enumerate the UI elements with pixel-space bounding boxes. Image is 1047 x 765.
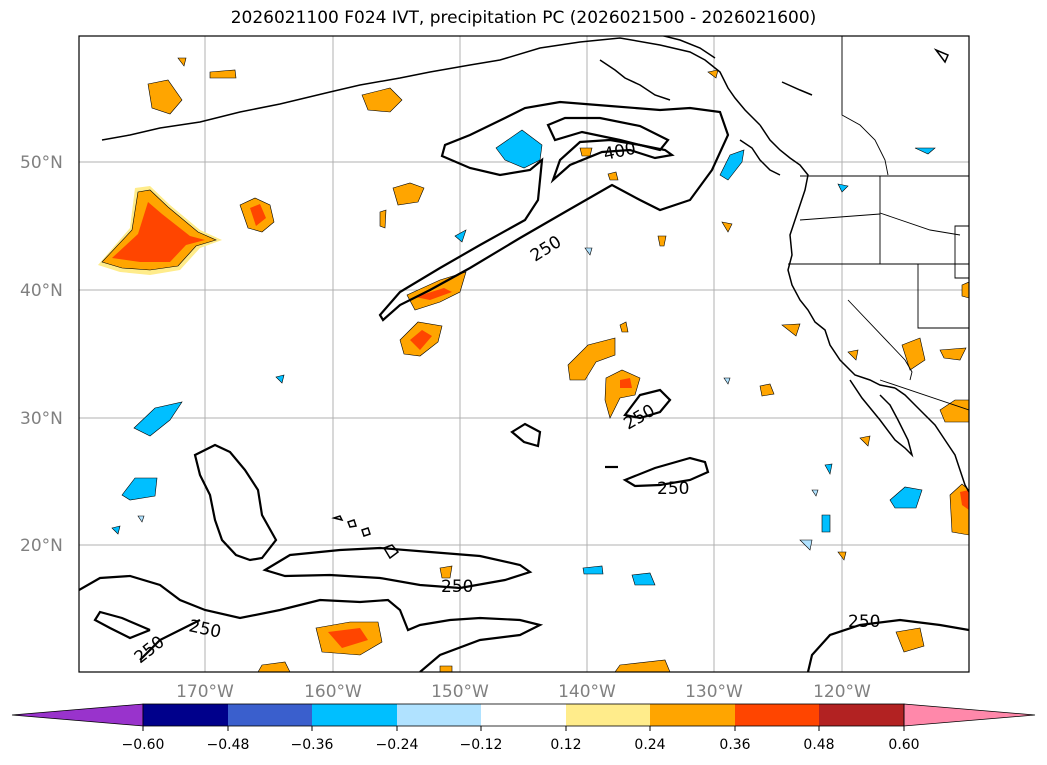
- coastlines: [101, 36, 969, 560]
- colorbar-segment: [397, 704, 481, 726]
- map-frame: [78, 35, 970, 673]
- lon-label-160w: 160°W: [304, 682, 362, 702]
- ivt-contours: [79, 100, 969, 672]
- colorbar-segment: [650, 704, 735, 726]
- lat-label-40n: 40°N: [20, 281, 63, 301]
- colorbar-tick-label: 0.36: [719, 737, 750, 753]
- longitude-labels: 170°W 160°W 150°W 140°W 130°W 120°W: [176, 682, 871, 702]
- borders: [788, 36, 969, 411]
- colorbar-segment: [819, 704, 904, 726]
- lon-label-150w: 150°W: [431, 682, 489, 702]
- lat-label-50n: 50°N: [20, 153, 63, 173]
- lon-label-120w: 120°W: [813, 682, 871, 702]
- colorbar-segment: [481, 704, 566, 726]
- colorbar-tick-label: 0.48: [803, 737, 834, 753]
- colorbar-segment: [566, 704, 650, 726]
- lon-label-140w: 140°W: [558, 682, 616, 702]
- contour-label-250: 250: [657, 479, 689, 499]
- colorbar-tick-label: 0.12: [550, 737, 581, 753]
- colorbar-segment: [735, 704, 819, 726]
- precip-negative-patches: [111, 129, 936, 586]
- contour-label-250: 250: [441, 577, 473, 597]
- lon-label-130w: 130°W: [685, 682, 743, 702]
- contour-label-250: 250: [848, 612, 880, 632]
- colorbar-tick-label: −0.36: [291, 737, 334, 753]
- map-title: 2026021100 F024 IVT, precipitation PC (2…: [230, 8, 817, 28]
- colorbar-tick-label: −0.48: [207, 737, 250, 753]
- colorbar-tick-label: −0.24: [376, 737, 419, 753]
- lat-label-20n: 20°N: [20, 536, 63, 556]
- colorbar-segment: [143, 704, 228, 726]
- colorbar-extend-high: [903, 703, 1036, 727]
- latitude-labels: 50°N 40°N 30°N 20°N: [20, 153, 63, 556]
- colorbar-tick-label: −0.60: [122, 737, 165, 753]
- colorbar-segment: [228, 704, 312, 726]
- colorbar-segment: [312, 704, 397, 726]
- colorbar-tick-label: 0.24: [634, 737, 665, 753]
- lon-label-170w: 170°W: [176, 682, 234, 702]
- lat-label-30n: 30°N: [20, 409, 63, 429]
- colorbar-extend-low: [11, 703, 144, 727]
- colorbar-tick-label: −0.12: [460, 737, 503, 753]
- colorbar-tick-label: 0.60: [888, 737, 919, 753]
- colorbar: −0.60 −0.48 −0.36 −0.24 −0.12 0.12 0.24 …: [11, 703, 1036, 753]
- precip-positive-patches: [98, 57, 969, 672]
